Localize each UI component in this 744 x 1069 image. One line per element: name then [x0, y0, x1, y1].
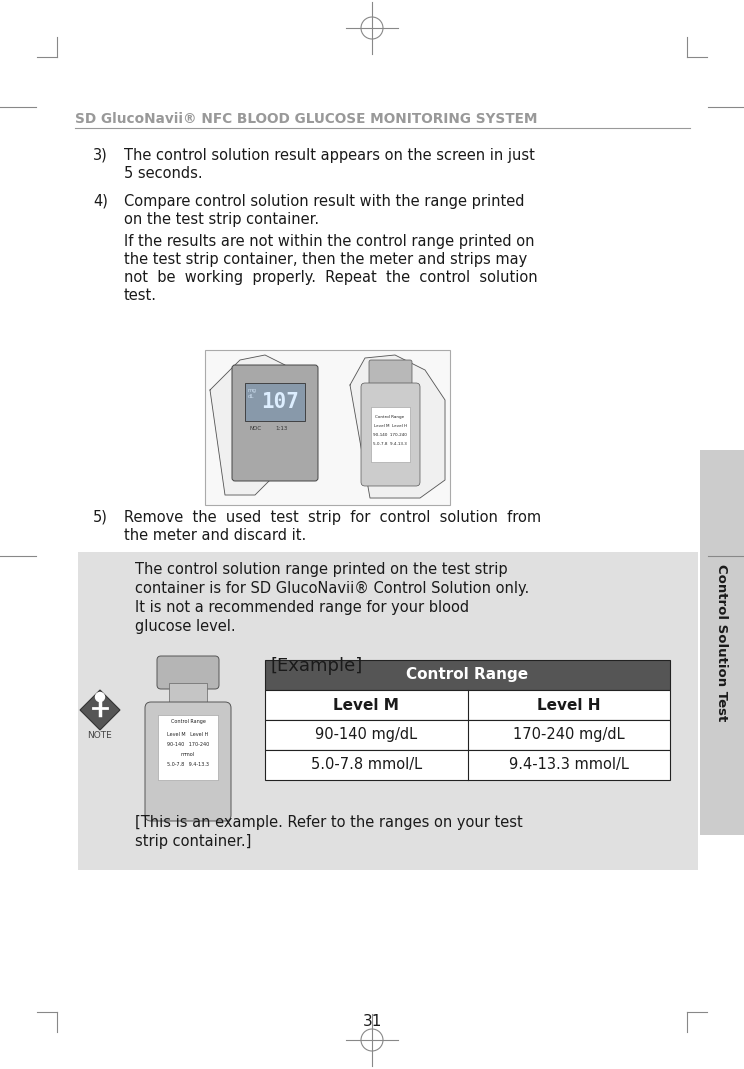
- Bar: [265, 721, 670, 750]
- Text: Level M: Level M: [333, 697, 400, 713]
- Circle shape: [95, 693, 104, 701]
- Text: the test strip container, then the meter and strips may: the test strip container, then the meter…: [124, 252, 527, 267]
- Text: the meter and discard it.: the meter and discard it.: [124, 528, 307, 543]
- Polygon shape: [210, 355, 295, 495]
- Text: It is not a recommended range for your blood: It is not a recommended range for your b…: [135, 600, 469, 615]
- Bar: [265, 660, 670, 690]
- Bar: [205, 350, 450, 505]
- Text: glucose level.: glucose level.: [135, 619, 236, 634]
- Text: 1:13: 1:13: [275, 425, 287, 431]
- Text: Remove  the  used  test  strip  for  control  solution  from: Remove the used test strip for control s…: [124, 510, 541, 525]
- Text: SD GlucoNavii® NFC BLOOD GLUCOSE MONITORING SYSTEM: SD GlucoNavii® NFC BLOOD GLUCOSE MONITOR…: [75, 112, 537, 126]
- Text: 4): 4): [93, 193, 108, 210]
- Text: The control solution result appears on the screen in just: The control solution result appears on t…: [124, 148, 535, 162]
- FancyBboxPatch shape: [232, 365, 318, 481]
- Text: 5.0-7.8  9.4-13.3: 5.0-7.8 9.4-13.3: [373, 441, 407, 446]
- Polygon shape: [350, 355, 445, 498]
- Text: test.: test.: [124, 288, 157, 303]
- Text: Control Range: Control Range: [376, 415, 405, 419]
- Text: 90-140 mg/dL: 90-140 mg/dL: [315, 728, 417, 743]
- FancyBboxPatch shape: [145, 702, 231, 821]
- FancyBboxPatch shape: [361, 383, 420, 486]
- Text: If the results are not within the control range printed on: If the results are not within the contro…: [124, 234, 534, 249]
- Polygon shape: [80, 690, 120, 730]
- Text: 5.0-7.8 mmol/L: 5.0-7.8 mmol/L: [311, 758, 422, 773]
- Text: Control Range: Control Range: [406, 667, 528, 682]
- Text: not  be  working  properly.  Repeat  the  control  solution: not be working properly. Repeat the cont…: [124, 270, 538, 285]
- Bar: [265, 750, 670, 780]
- Text: 3): 3): [93, 148, 108, 162]
- Bar: [371, 407, 410, 462]
- Text: 90-140  170-240: 90-140 170-240: [373, 433, 407, 437]
- Bar: [700, 450, 744, 835]
- Text: 90-140   170-240: 90-140 170-240: [167, 743, 209, 747]
- Text: 5.0-7.8   9.4-13.3: 5.0-7.8 9.4-13.3: [167, 762, 209, 768]
- Text: 170-240 mg/dL: 170-240 mg/dL: [513, 728, 624, 743]
- Text: Level M   Level H: Level M Level H: [167, 732, 208, 738]
- Bar: [169, 683, 207, 704]
- Bar: [265, 690, 670, 721]
- Text: NOTE: NOTE: [88, 731, 112, 740]
- Text: Control Solution Test: Control Solution Test: [716, 563, 728, 722]
- Bar: [158, 715, 218, 780]
- Text: The control solution range printed on the test strip: The control solution range printed on th…: [135, 562, 507, 577]
- Text: 31: 31: [362, 1014, 382, 1029]
- Bar: [78, 552, 698, 870]
- Text: Level M  Level H: Level M Level H: [373, 424, 406, 428]
- Text: Control Range: Control Range: [170, 719, 205, 725]
- Text: [Example]: [Example]: [270, 657, 362, 675]
- Text: container is for SD GlucoNavii® Control Solution only.: container is for SD GlucoNavii® Control …: [135, 580, 529, 597]
- Text: 5): 5): [93, 510, 108, 525]
- Bar: [245, 383, 305, 421]
- Text: Level H: Level H: [537, 697, 600, 713]
- Text: 107: 107: [261, 392, 299, 412]
- Text: NOC: NOC: [250, 425, 262, 431]
- Text: mg
dL: mg dL: [248, 388, 257, 399]
- Text: on the test strip container.: on the test strip container.: [124, 212, 319, 227]
- Text: [This is an example. Refer to the ranges on your test: [This is an example. Refer to the ranges…: [135, 815, 523, 830]
- Text: Compare control solution result with the range printed: Compare control solution result with the…: [124, 193, 525, 210]
- Text: mmol: mmol: [181, 753, 195, 758]
- Text: 9.4-13.3 mmol/L: 9.4-13.3 mmol/L: [509, 758, 629, 773]
- FancyBboxPatch shape: [157, 656, 219, 690]
- FancyBboxPatch shape: [369, 360, 412, 386]
- Text: strip container.]: strip container.]: [135, 834, 251, 849]
- Text: 5 seconds.: 5 seconds.: [124, 166, 202, 181]
